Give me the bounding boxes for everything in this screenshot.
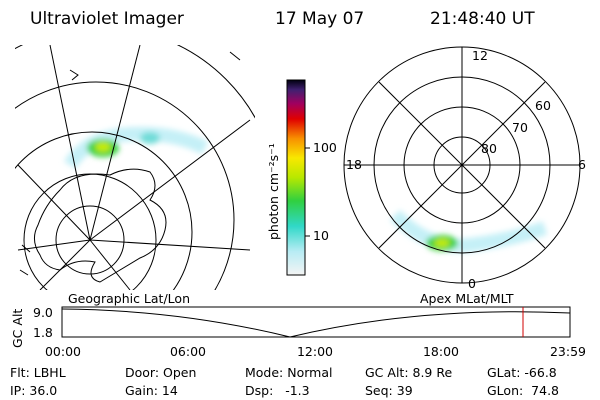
mlt-label: 18 — [346, 157, 362, 172]
mlat-label: 70 — [512, 120, 528, 135]
status-field: Gain: 14 — [125, 383, 178, 398]
timeline-header: Geographic Lat/Lon — [68, 291, 190, 306]
timeline-header: Apex MLat/MLT — [420, 291, 514, 306]
x-tick-label: 00:00 — [45, 344, 81, 359]
antarctica — [34, 168, 167, 283]
x-tick-label: 23:59 — [550, 344, 586, 359]
polar-plot: 12 18 6 0 80 70 60 — [343, 46, 586, 291]
timeline-frame — [61, 306, 571, 338]
date: 17 May 07 — [275, 9, 364, 29]
y-tick-label: 1.8 — [33, 325, 53, 340]
x-tick-label: 18:00 — [423, 344, 459, 359]
instrument: Ultraviolet Imager — [30, 9, 184, 29]
colorbar-tick-label: 10 — [313, 228, 329, 243]
status-field: GLat: -66.8 — [487, 365, 557, 380]
status: Flt: LBHL Door: Open Mode: Normal GC Alt: 8… — [10, 365, 559, 398]
status-field: GLon: 74.8 — [487, 383, 559, 398]
status-field: Flt: LBHL — [10, 365, 66, 380]
mlt-label: 6 — [578, 157, 586, 172]
coast — [19, 51, 241, 276]
colorbar — [286, 79, 306, 276]
meridians — [17, 45, 251, 290]
x-tick-label: 12:00 — [297, 344, 333, 359]
timeline: Geographic Lat/Lon Apex MLat/MLT GC Alt … — [10, 291, 586, 359]
mlat-label: 60 — [535, 98, 551, 113]
status-field: Dsp: -1.3 — [245, 383, 310, 398]
altitude-curve — [61, 308, 571, 338]
mlt-label: 12 — [472, 48, 488, 63]
y-tick-label: 9.0 — [33, 305, 53, 320]
y-axis-label: GC Alt — [10, 309, 25, 348]
status-field: IP: 36.0 — [10, 383, 57, 398]
status-field: Mode: Normal — [245, 365, 332, 380]
geo-map — [15, 45, 255, 290]
x-tick-label: 06:00 — [170, 344, 206, 359]
mlat-label: 80 — [481, 141, 497, 156]
colorbar-tick-label: 100 — [313, 140, 337, 155]
time: 21:48:40 UT — [430, 9, 535, 29]
status-field: Seq: 39 — [365, 383, 413, 398]
status-field: Door: Open — [125, 365, 196, 380]
mlt-label: 0 — [468, 276, 476, 291]
colorbar-label: photon cm⁻²s⁻¹ — [266, 143, 281, 240]
status-field: GC Alt: 8.9 Re — [365, 365, 452, 380]
aurora-right — [390, 209, 548, 253]
aurora-left — [63, 126, 209, 169]
